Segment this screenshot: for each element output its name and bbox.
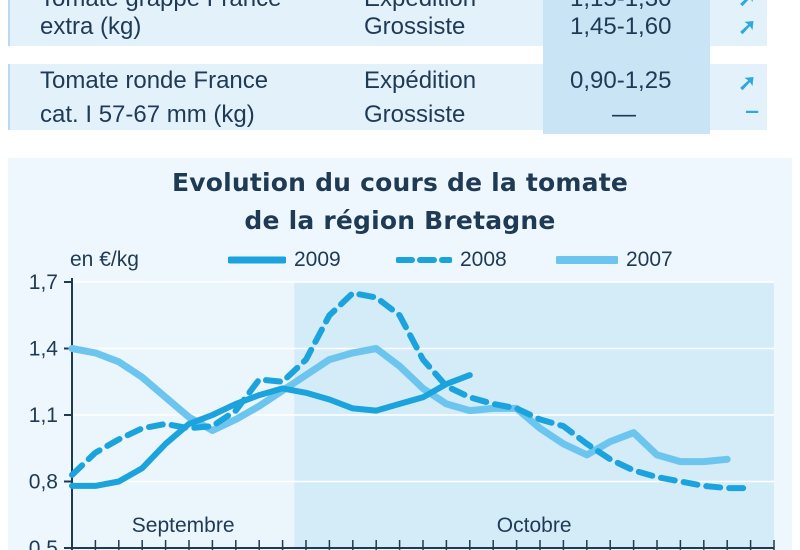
series-line-2009 [69,372,473,489]
price-expedition: 1,15-1,30 [570,0,671,16]
legend-label: 2007 [626,248,673,271]
period-label: Septembre [132,514,235,537]
stage-expedition: Expédition [364,0,476,16]
price-expedition: 0,90-1,25 [570,67,672,94]
y-tick-label: 1,1 [29,404,58,427]
y-tick-label: 1,4 [29,338,59,361]
stage-grossiste: Grossiste [364,101,466,128]
trend-up-icon: ➚ [738,70,757,95]
product-name-line2: cat. I 57-67 mm (kg) [40,101,255,128]
chart-title-line2: de la région Bretagne [244,206,556,235]
product-name-line2: extra (kg) [40,13,142,40]
trend-up-icon: ➚ [738,14,757,39]
legend-item-2009: 2009 [228,248,341,272]
stage-expedition: Expédition [364,67,477,94]
trend-up-icon: ➚ [738,0,756,12]
chart-title-line1: Evolution du cours de la tomate [171,168,629,197]
y-tick-label: 1,7 [29,271,58,294]
legend-label: 2008 [460,248,507,271]
price-grossiste: 1,45-1,60 [570,13,672,40]
legend-item-2007: 2007 [556,248,673,272]
legend-swatch-dashed-icon [396,257,452,263]
trend-flat-icon: ‒ [746,98,759,123]
y-tick-label: 0,8 [29,471,58,494]
product-name-line1: Tomate ronde France [40,67,269,94]
price-grossiste: — [612,101,636,128]
stage-grossiste: Grossiste [364,13,466,40]
price-column-band [543,0,710,134]
period-label: Octobre [497,514,572,537]
series-line-2007 [68,345,731,466]
legend-swatch-solid-icon [228,256,286,264]
legend-swatch-light-icon [556,256,618,264]
y-tick-label: 0,5 [29,537,58,550]
legend-label: 2009 [294,248,341,271]
y-unit-label: en €/kg [70,248,139,271]
price-table: Tomate grappe France extra (kg) Expéditi… [0,0,800,140]
legend-item-2008: 2008 [396,248,507,272]
product-name-line1: Tomate grappe France [40,0,281,16]
